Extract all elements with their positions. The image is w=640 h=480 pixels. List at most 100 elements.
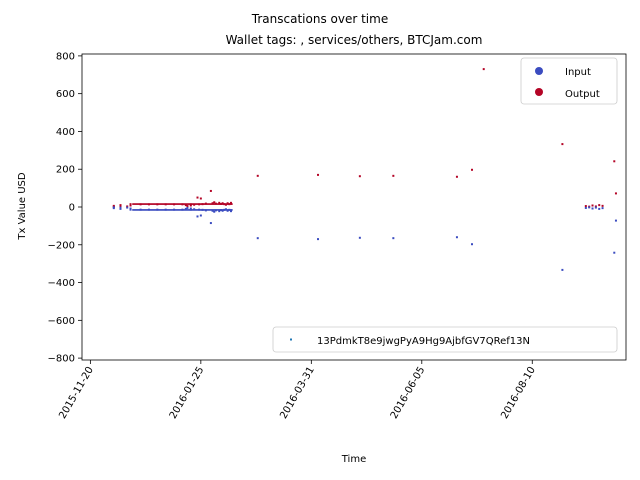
data-point-output-2 xyxy=(119,204,122,207)
data-point-output-3 xyxy=(119,205,122,208)
data-point-output-40 xyxy=(455,175,458,178)
data-point-output-23 xyxy=(209,189,212,192)
data-point-input-20 xyxy=(199,214,202,217)
y-tick-label-5: 200 xyxy=(56,165,75,176)
data-point-input-44 xyxy=(588,206,591,209)
data-point-input-41 xyxy=(471,243,474,246)
data-point-output-38 xyxy=(358,175,361,178)
data-point-output-7 xyxy=(139,203,142,206)
data-point-input-28 xyxy=(219,209,222,212)
data-point-input-10 xyxy=(164,208,167,211)
color-legend: Input Output xyxy=(520,57,618,105)
data-point-input-35 xyxy=(229,210,232,213)
data-point-output-35 xyxy=(229,201,232,204)
data-point-output-12 xyxy=(181,203,184,206)
data-point-output-5 xyxy=(129,204,132,207)
data-point-input-7 xyxy=(139,208,142,211)
wallet-legend: 13PdmkT8e9jwgPyA9Hg9AjbfGV7QRef13N xyxy=(272,326,618,353)
data-point-output-27 xyxy=(218,201,221,204)
data-point-input-40 xyxy=(455,236,458,239)
data-point-input-12 xyxy=(181,208,184,211)
data-point-input-16 xyxy=(186,206,189,209)
data-point-input-13 xyxy=(189,208,192,211)
data-point-input-21 xyxy=(201,208,204,211)
data-point-input-48 xyxy=(601,207,604,210)
data-point-output-43 xyxy=(561,143,564,146)
data-point-output-39 xyxy=(392,174,395,177)
data-point-input-27 xyxy=(218,210,221,213)
data-point-input-8 xyxy=(147,208,150,211)
data-point-input-25 xyxy=(213,210,216,213)
data-point-output-10 xyxy=(164,203,167,206)
data-point-output-25 xyxy=(213,201,216,204)
data-point-output-22 xyxy=(204,202,207,205)
legend-wallet-marker xyxy=(290,338,292,341)
data-point-output-36 xyxy=(256,174,259,177)
data-point-input-29 xyxy=(221,209,224,212)
data-point-input-26 xyxy=(214,209,217,212)
data-point-output-21 xyxy=(201,203,204,206)
y-tick-label-3: −200 xyxy=(48,240,75,251)
data-point-output-6 xyxy=(129,203,132,206)
legend-wallet-label: 13PdmkT8e9jwgPyA9Hg9AjbfGV7QRef13N xyxy=(317,336,530,347)
data-point-input-5 xyxy=(129,207,132,210)
data-point-output-50 xyxy=(613,160,616,163)
data-point-input-32 xyxy=(226,209,229,212)
data-point-input-43 xyxy=(584,206,587,209)
data-point-input-1 xyxy=(112,206,115,209)
y-tick-label-2: −400 xyxy=(48,278,75,289)
data-point-output-20 xyxy=(199,197,202,200)
data-point-output-29 xyxy=(221,202,224,205)
data-point-input-24 xyxy=(211,209,214,212)
data-point-output-17 xyxy=(189,204,192,207)
legend-input-marker xyxy=(535,67,543,75)
data-point-output-8 xyxy=(147,203,150,206)
data-point-input-30 xyxy=(223,208,226,211)
legend-input-label: Input xyxy=(565,67,591,78)
data-point-output-44 xyxy=(584,205,587,208)
data-point-output-26 xyxy=(214,202,217,205)
data-point-input-38 xyxy=(358,236,361,239)
y-tick-label-0: −800 xyxy=(48,354,75,365)
chart-title-line2: Wallet tags: , services/others, BTCJam.c… xyxy=(226,33,483,47)
data-point-input-31 xyxy=(224,208,227,211)
data-point-output-18 xyxy=(193,203,196,206)
data-point-output-51 xyxy=(614,192,617,195)
y-tick-label-1: −600 xyxy=(48,316,75,327)
data-point-output-42 xyxy=(482,68,485,71)
data-point-input-39 xyxy=(392,237,395,240)
data-point-input-50 xyxy=(614,219,617,222)
data-point-output-13 xyxy=(189,203,192,206)
y-tick-label-7: 600 xyxy=(56,89,75,100)
y-axis-label: Tx Value USD xyxy=(17,172,28,241)
data-point-output-14 xyxy=(198,203,201,206)
legend-output-label: Output xyxy=(565,89,600,100)
data-point-input-36 xyxy=(256,237,259,240)
data-point-output-24 xyxy=(211,202,214,205)
data-point-output-41 xyxy=(471,168,474,171)
data-point-output-19 xyxy=(196,196,199,199)
data-point-output-49 xyxy=(601,204,604,207)
data-point-output-48 xyxy=(598,204,601,207)
y-tick-label-4: 0 xyxy=(69,203,75,214)
data-point-input-2 xyxy=(119,207,122,210)
data-point-output-32 xyxy=(226,202,229,205)
data-point-input-3 xyxy=(119,206,122,209)
data-point-input-9 xyxy=(156,208,159,211)
data-point-input-45 xyxy=(591,207,594,210)
data-point-output-37 xyxy=(317,173,320,176)
data-point-input-49 xyxy=(613,251,616,254)
data-point-input-17 xyxy=(189,207,192,210)
y-tick-label-8: 800 xyxy=(56,51,75,62)
data-point-input-14 xyxy=(198,208,201,211)
data-point-output-46 xyxy=(591,204,594,207)
chart-title-line1: Transcations over time xyxy=(251,12,388,26)
data-point-output-31 xyxy=(224,203,227,206)
data-point-input-19 xyxy=(196,215,199,218)
data-point-output-47 xyxy=(594,205,597,208)
data-point-input-11 xyxy=(173,208,176,211)
data-point-output-33 xyxy=(228,203,231,206)
data-point-input-18 xyxy=(193,208,196,211)
data-point-input-15 xyxy=(184,207,187,210)
